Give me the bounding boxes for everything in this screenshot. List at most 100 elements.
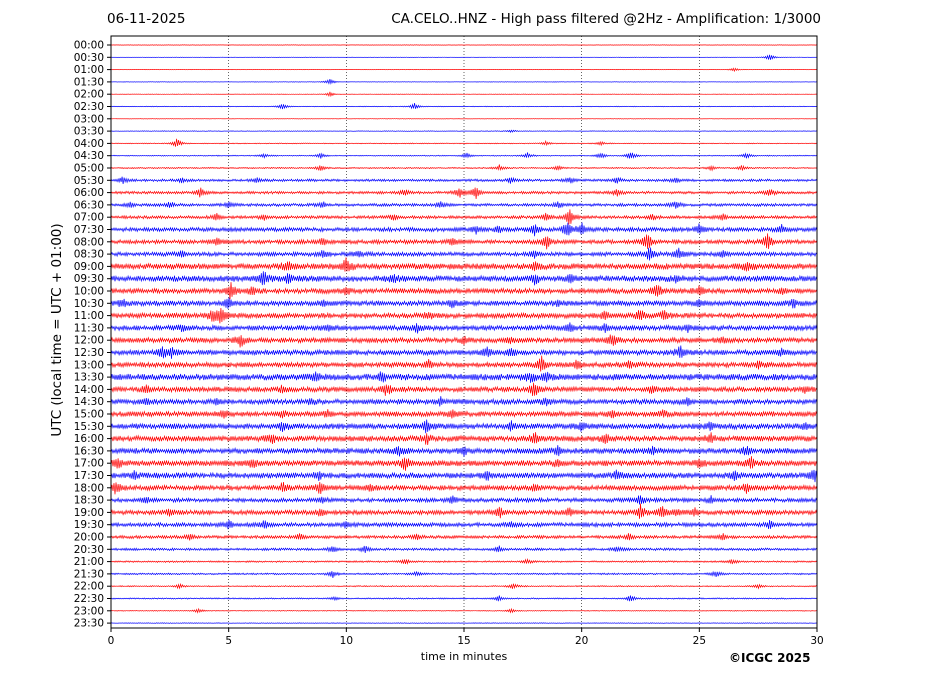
trace-0800 [110,233,818,250]
x-tick-label-5: 5 [225,635,232,647]
y-tick-label: 01:30 [74,76,104,88]
y-tick-label: 13:30 [74,372,104,384]
trace-1830 [110,495,818,505]
y-tick-label: 14:30 [74,396,104,408]
y-tick-label: 08:00 [74,236,104,248]
trace-2230 [110,595,818,602]
y-tick-label: 00:00 [74,40,104,52]
x-tick-label-20: 20 [575,635,588,647]
trace-1530 [110,419,818,434]
y-tick-label: 11:30 [74,322,104,334]
trace-1730 [110,469,818,483]
trace-1230 [110,345,818,359]
date-title: 06-11-2025 [107,11,186,27]
trace-1130 [110,322,818,334]
y-tick-label: 02:00 [74,89,104,101]
trace-0330 [110,129,818,133]
y-tick-label: 17:30 [74,470,104,482]
y-tick-label: 15:00 [74,409,104,421]
trace-0230 [110,103,818,110]
copyright-credit: ©ICGC 2025 [729,651,811,665]
y-tick-label: 15:30 [74,421,104,433]
trace-0130 [110,79,818,85]
y-tick-label: 14:00 [74,384,104,396]
trace-1800 [110,481,818,495]
y-tick-label: 23:00 [74,605,104,617]
trace-1300 [110,355,818,372]
trace-0530 [110,176,818,185]
trace-1600 [110,432,818,446]
y-tick-label: 07:00 [74,212,104,224]
trace-2330 [110,622,818,624]
trace-0900 [110,257,818,272]
y-tick-label: 10:00 [74,286,104,298]
y-tick-label: 05:00 [74,163,104,175]
trace-2030 [110,545,818,554]
y-tick-label: 20:30 [74,544,104,556]
trace-0730 [110,222,818,237]
y-tick-label: 06:00 [74,187,104,199]
trace-2000 [110,533,818,541]
y-tick-label: 01:00 [74,64,104,76]
y-tick-label: 22:00 [74,581,104,593]
trace-2300 [110,607,818,614]
y-tick-label: 08:30 [74,249,104,261]
trace-1700 [110,456,818,471]
trace-2100 [110,558,818,565]
y-tick-label: 21:30 [74,568,104,580]
y-tick-label: 16:00 [74,433,104,445]
y-tick-label: 02:30 [74,101,104,113]
y-tick-label: 17:00 [74,458,104,470]
trace-0500 [110,164,818,172]
y-tick-label: 13:00 [74,359,104,371]
trace-1430 [110,396,818,407]
vertical-grid-lines [228,36,700,628]
plot-frame [110,35,818,629]
seismic-traces [110,44,818,624]
trace-1200 [110,334,818,348]
trace-0930 [110,271,818,286]
trace-1400 [110,382,818,397]
trace-0630 [110,201,818,209]
x-tick-label-10: 10 [340,635,353,647]
trace-0100 [110,67,818,73]
y-tick-label: 21:00 [74,556,104,568]
trace-0700 [110,209,818,225]
trace-1000 [110,282,818,300]
trace-1930 [110,519,818,530]
y-tick-label: 22:30 [74,593,104,605]
trace-0030 [110,54,818,60]
y-tick-label: 03:00 [74,113,104,125]
x-tick-label-0: 0 [108,635,115,647]
trace-1100 [110,307,818,324]
y-tick-label: 11:00 [74,310,104,322]
y-tick-label: 07:30 [74,224,104,236]
y-tick-label: 19:30 [74,519,104,531]
trace-0400 [110,138,818,147]
y-tick-label: 10:30 [74,298,104,310]
y-tick-label: 03:30 [74,126,104,138]
y-tick-label: 16:30 [74,445,104,457]
y-tick-label: 04:30 [74,150,104,162]
trace-0430 [110,152,818,159]
chart-title: CA.CELO..HNZ - High pass filtered @2Hz -… [391,11,821,27]
y-tick-label: 12:00 [74,335,104,347]
trace-0600 [110,187,818,200]
y-tick-label: 06:30 [74,199,104,211]
trace-1500 [110,409,818,419]
y-tick-label: 20:00 [74,532,104,544]
trace-0830 [110,247,818,261]
trace-2130 [110,570,818,578]
x-axis-label: time in minutes [420,650,508,663]
trace-0200 [110,91,818,98]
trace-1030 [110,297,818,309]
y-tick-label: 09:00 [74,261,104,273]
trace-1330 [110,371,818,383]
y-tick-label: 18:00 [74,482,104,494]
y-tick-label: 04:00 [74,138,104,150]
y-tick-label: 09:30 [74,273,104,285]
x-tick-label-30: 30 [810,635,823,647]
y-tick-label: 12:30 [74,347,104,359]
y-axis-time-labels: 00:0000:3001:0001:3002:0002:3003:0003:30… [74,40,111,630]
